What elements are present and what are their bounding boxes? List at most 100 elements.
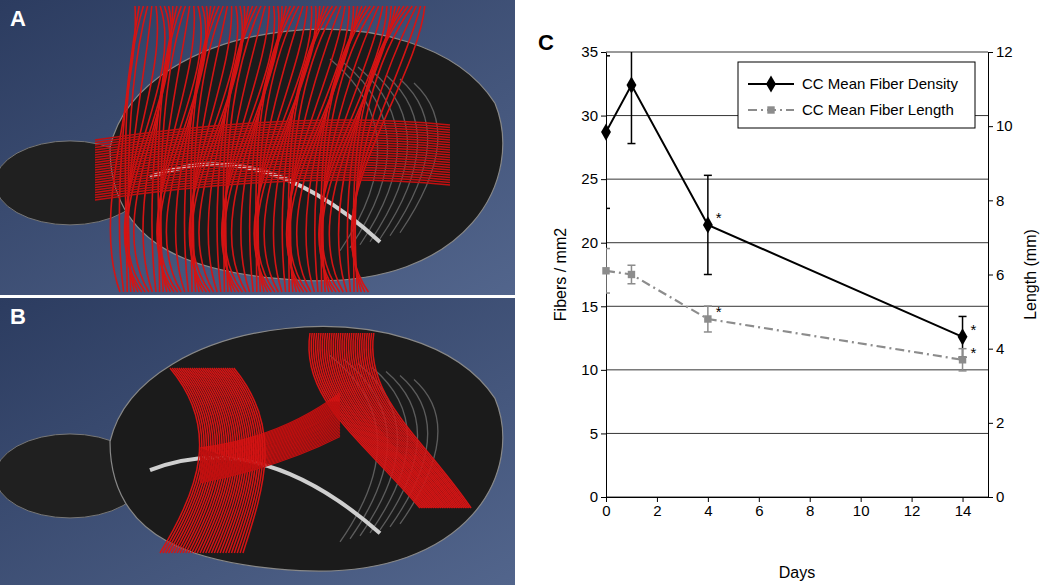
- axis-title: Length (mm): [1022, 229, 1039, 320]
- error-bar-cap: [627, 264, 635, 266]
- tick-label: 10: [581, 361, 598, 378]
- tick: 10: [988, 117, 1013, 134]
- marker: [601, 124, 611, 141]
- marker: [602, 267, 609, 274]
- fiber-tract: [214, 368, 245, 553]
- tick: 25: [581, 170, 606, 187]
- fiber-tract: [232, 368, 263, 553]
- tick: 8: [988, 192, 1004, 209]
- tick-mark: [988, 126, 993, 127]
- tick-mark: [601, 433, 606, 434]
- tick-label: 8: [996, 192, 1004, 209]
- tick: 6: [988, 266, 1004, 283]
- fiber-tract: [200, 428, 340, 476]
- tick-label: 30: [581, 107, 598, 124]
- error-bar-cap: [704, 175, 712, 177]
- tick-label: 12: [996, 43, 1013, 60]
- significance-mark: *: [716, 303, 722, 320]
- tick-label: 4: [704, 502, 712, 519]
- series-line: [606, 271, 963, 360]
- fiber-tract: [373, 333, 471, 508]
- tick-label: 10: [853, 502, 870, 519]
- panel-label: A: [10, 6, 26, 31]
- significance-mark: *: [716, 209, 722, 226]
- tick-label: 35: [581, 43, 598, 60]
- tick: 6: [755, 497, 763, 519]
- grid-line: [606, 497, 988, 498]
- tick-label: 5: [590, 425, 598, 442]
- legend-box: [738, 62, 975, 128]
- fiber-tract: [370, 333, 469, 508]
- tick-mark: [988, 497, 993, 498]
- marker: [704, 315, 711, 322]
- grid-line: [606, 306, 988, 307]
- error-bar-cap: [606, 208, 610, 210]
- tick-label: 2: [996, 414, 1004, 431]
- error-bar: [606, 56, 610, 209]
- tick: 14: [955, 497, 972, 519]
- error-bar-cap: [959, 348, 967, 350]
- fiber-tract: [200, 425, 340, 474]
- tick: 0: [602, 497, 610, 519]
- error-bar-cap: [606, 55, 610, 57]
- legend-label: CC Mean Fiber Density: [802, 75, 958, 92]
- tick-mark: [601, 243, 606, 244]
- tick-mark: [601, 497, 606, 498]
- error-bar-cap: [704, 274, 712, 276]
- tick-label: 20: [581, 234, 598, 251]
- image-panel: [0, 0, 515, 295]
- error-bar-stem: [631, 52, 633, 144]
- error-bar-cap: [606, 248, 610, 250]
- legend-label: CC Mean Fiber Length: [802, 101, 954, 118]
- tick-mark: [601, 179, 606, 180]
- tick-mark: [988, 275, 993, 276]
- grid-line: [606, 433, 988, 434]
- tick-mark: [988, 349, 993, 350]
- legend: CC Mean Fiber Density CC Mean Fiber Lengt…: [738, 62, 975, 128]
- marker: [958, 328, 968, 345]
- error-bar: [627, 265, 635, 284]
- fiber-tract: [95, 180, 450, 200]
- fiber-tract: [200, 426, 340, 474]
- tick-label: 8: [806, 502, 814, 519]
- marker: [627, 76, 637, 93]
- tick-label: 4: [996, 340, 1004, 357]
- tick: 8: [806, 497, 814, 519]
- axis-title: Fibers / mm2: [552, 228, 569, 321]
- tick: 15: [581, 298, 606, 315]
- error-bar: [704, 306, 712, 332]
- tick: 10: [853, 497, 870, 519]
- annotations: ****: [716, 209, 977, 361]
- panel-label: B: [10, 304, 26, 329]
- panel-label: C: [538, 30, 554, 55]
- tick: 0: [988, 488, 1004, 505]
- error-bar-cap: [606, 292, 610, 294]
- image-panel: [0, 298, 515, 585]
- error-bar-cap: [959, 370, 967, 372]
- tick: 20: [581, 234, 606, 251]
- fiber-tract: [229, 368, 260, 553]
- error-bar: [627, 52, 635, 144]
- axis-line: [607, 497, 989, 498]
- tick: 12: [904, 497, 921, 519]
- brain-body: [110, 327, 503, 572]
- error-bar-cap: [704, 305, 712, 307]
- tick: 5: [590, 425, 606, 442]
- error-bar-cap: [704, 331, 712, 333]
- tick-label: 10: [996, 117, 1013, 134]
- axis: 02468101214: [602, 497, 988, 519]
- tick-label: 12: [904, 502, 921, 519]
- fiber-tract: [200, 435, 340, 482]
- tick: 0: [590, 488, 606, 505]
- axis: 0 2 4 6 8 10 12: [988, 43, 1013, 505]
- significance-mark: *: [971, 321, 977, 338]
- chart: 0246810121405101520253035024681012DaysFi…: [552, 27, 1039, 581]
- fiber-tract: [200, 432, 340, 479]
- legend-marker: [766, 75, 776, 92]
- tick-label: 0: [602, 502, 610, 519]
- tick-mark: [988, 423, 993, 424]
- fiber-tract: [200, 429, 340, 477]
- tick-label: 0: [996, 488, 1004, 505]
- fiber-tract: [227, 368, 258, 553]
- tick: 30: [581, 107, 606, 124]
